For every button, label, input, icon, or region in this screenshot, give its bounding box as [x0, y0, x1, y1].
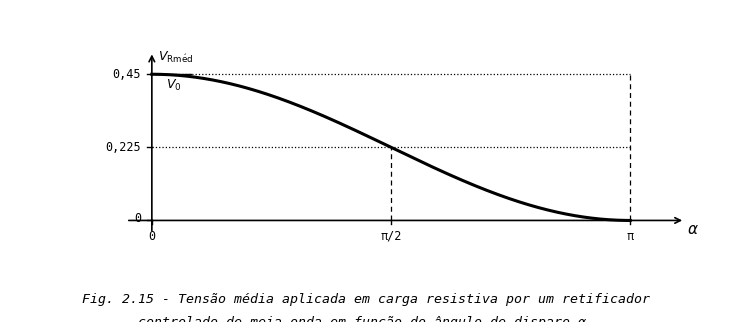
Text: 0: 0 — [149, 230, 155, 242]
Text: 0,45: 0,45 — [113, 68, 141, 81]
Text: controlado de meia-onda em função do ângulo de disparo α.: controlado de meia-onda em função do âng… — [138, 316, 594, 322]
Text: $V_0$: $V_0$ — [166, 78, 182, 93]
Text: 0,225: 0,225 — [105, 141, 141, 154]
Text: $V_{\mathrm{Rm\acute{e}d}}$: $V_{\mathrm{Rm\acute{e}d}}$ — [158, 50, 193, 65]
Text: Fig. 2.15 - Tensão média aplicada em carga resistiva por um retificador: Fig. 2.15 - Tensão média aplicada em car… — [82, 293, 650, 306]
Text: π: π — [627, 230, 634, 242]
Text: $\alpha$: $\alpha$ — [687, 222, 698, 237]
Text: π/2: π/2 — [381, 230, 402, 242]
Text: 0: 0 — [134, 212, 141, 225]
